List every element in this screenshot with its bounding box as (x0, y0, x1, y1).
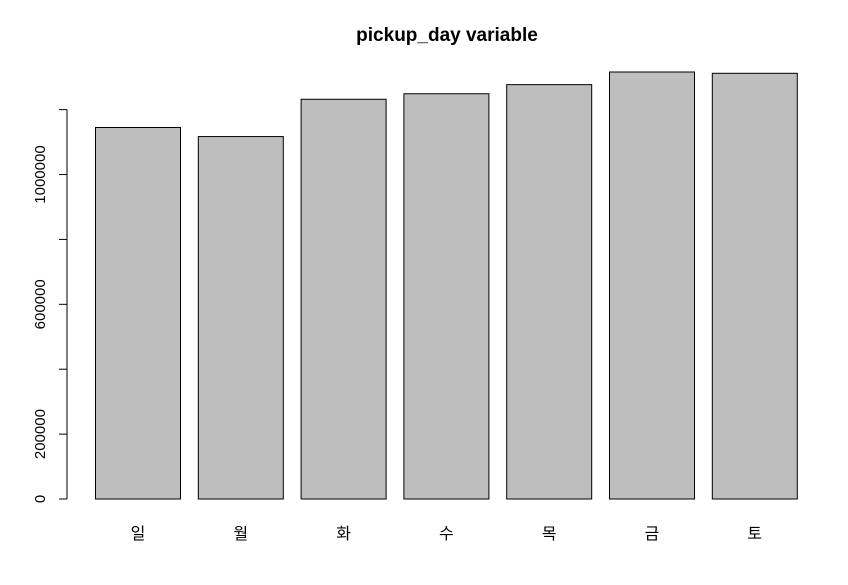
bar-0 (95, 126, 181, 500)
bars (95, 71, 798, 500)
bar-4 (506, 84, 593, 500)
bar-1 (197, 136, 284, 500)
y-tick-label-3: 600000 (32, 279, 49, 329)
x-tick-label-2: 화 (336, 524, 351, 543)
y-tick-label-5: 1000000 (32, 145, 49, 203)
bar-5 (609, 71, 695, 500)
x-tick-label-4: 목 (542, 524, 557, 543)
bar-3 (403, 93, 490, 500)
x-tick-label-0: 일 (131, 524, 146, 543)
x-tick-label-5: 금 (645, 524, 660, 543)
x-tick-label-6: 토 (747, 524, 762, 543)
y-tick-label-1: 200000 (32, 409, 49, 459)
y-axis: 0 200000 600000 1000000 (32, 109, 68, 503)
y-tick-label-0: 0 (32, 495, 49, 503)
bar-6 (711, 72, 798, 500)
bar-2 (300, 98, 387, 500)
x-tick-label-1: 월 (233, 524, 248, 543)
x-tick-label-3: 수 (439, 524, 454, 543)
chart-title: pickup_day variable (356, 25, 538, 46)
